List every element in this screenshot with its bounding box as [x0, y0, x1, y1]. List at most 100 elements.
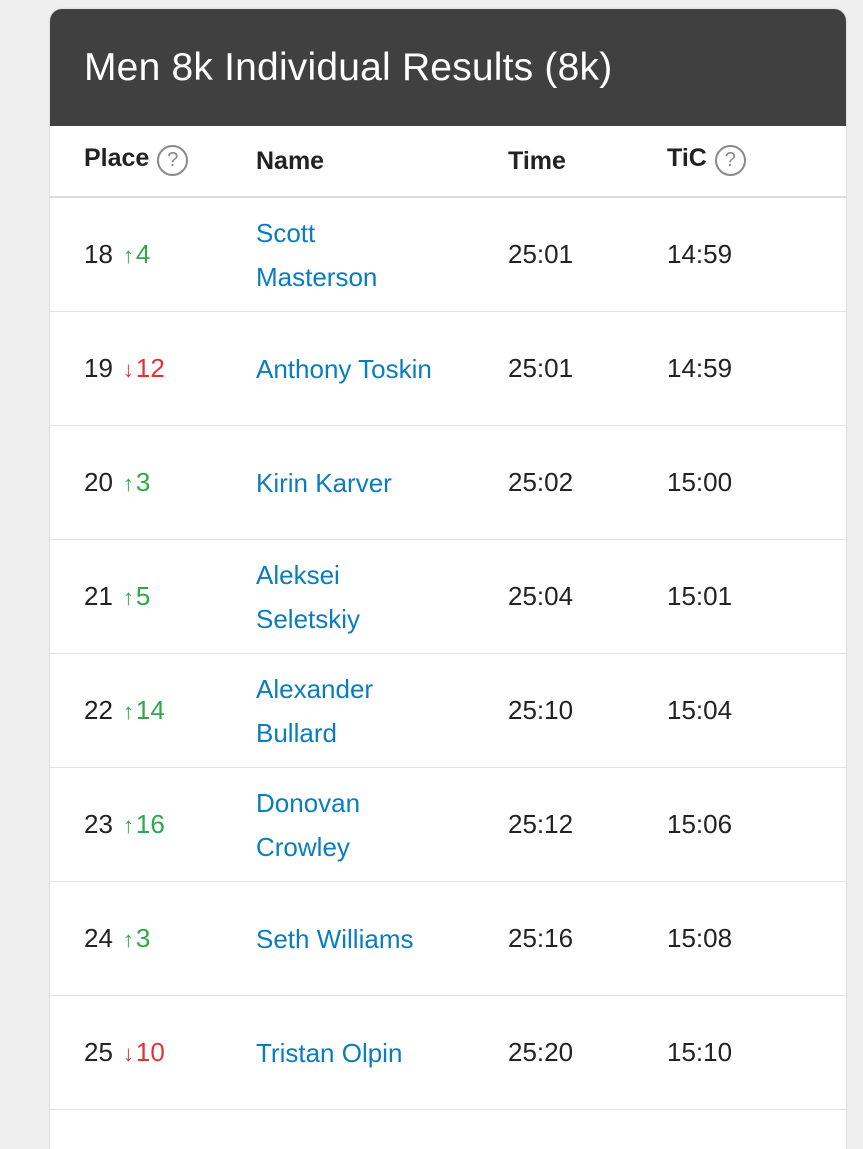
- table-row: 25 ↓10 Tristan Olpin 25:20 15:10: [50, 996, 846, 1110]
- tic-cell: 14:59: [667, 239, 846, 270]
- time-value: 25:20: [508, 1037, 574, 1067]
- place-change: ↓12: [123, 353, 165, 383]
- tic-value: 15:04: [667, 695, 733, 725]
- results-table-body: 18 ↑4 Scott Masterson 25:01 14:59 19 ↓12 A…: [50, 198, 846, 1110]
- runner-name-link[interactable]: Aleksei Seletskiy: [256, 559, 361, 634]
- place-cell: 25 ↓10: [50, 1037, 256, 1068]
- time-cell: 25:01: [508, 239, 667, 270]
- name-cell: Anthony Toskin: [256, 347, 508, 391]
- name-cell: Kirin Karver: [256, 461, 508, 505]
- place-number: 22: [84, 695, 113, 725]
- place-change-value: 16: [135, 809, 165, 839]
- arrow-up-icon: ↑: [122, 813, 134, 838]
- name-cell: Alexander Bullard: [256, 667, 508, 755]
- tic-cell: 15:06: [667, 809, 846, 840]
- place-change: ↑3: [123, 923, 150, 953]
- column-header-place: Place?: [50, 144, 256, 177]
- arrow-down-icon: ↓: [122, 357, 134, 382]
- place-cell: 24 ↑3: [50, 923, 256, 954]
- table-row: 23 ↑16 Donovan Crowley 25:12 15:06: [50, 768, 846, 882]
- arrow-down-icon: ↓: [122, 1041, 134, 1066]
- column-header-tic-label: TiC: [667, 144, 707, 173]
- time-value: 25:01: [508, 239, 574, 269]
- place-number: 21: [84, 581, 113, 611]
- place-change-value: 14: [135, 695, 165, 725]
- runner-name-link[interactable]: Kirin Karver: [256, 467, 392, 498]
- arrow-up-icon: ↑: [122, 243, 134, 268]
- runner-name-link[interactable]: Alexander Bullard: [256, 673, 374, 748]
- tic-cell: 15:10: [667, 1037, 846, 1068]
- arrow-up-icon: ↑: [122, 471, 134, 496]
- place-change-value: 5: [135, 581, 151, 611]
- time-value: 25:02: [508, 467, 574, 497]
- place-change: ↑5: [123, 581, 150, 611]
- results-title: Men 8k Individual Results (8k): [84, 45, 613, 89]
- table-row: 20 ↑3 Kirin Karver 25:02 15:00: [50, 426, 846, 540]
- column-header-place-label: Place: [84, 144, 150, 173]
- place-change-value: 4: [135, 239, 151, 269]
- name-cell: Donovan Crowley: [256, 781, 508, 869]
- runner-name-link[interactable]: Scott Masterson: [256, 217, 378, 292]
- time-cell: 25:12: [508, 809, 667, 840]
- place-change: ↑3: [123, 467, 150, 497]
- place-change-value: 12: [135, 353, 165, 383]
- place-number: 24: [84, 923, 113, 953]
- tic-value: 15:06: [667, 809, 733, 839]
- place-change: ↑4: [123, 239, 150, 269]
- time-cell: 25:04: [508, 581, 667, 612]
- place-number: 23: [84, 809, 113, 839]
- place-number: 20: [84, 467, 113, 497]
- column-header-name: Name: [256, 147, 508, 176]
- tic-cell: 14:59: [667, 353, 846, 384]
- tic-value: 15:10: [667, 1037, 733, 1067]
- place-cell: 19 ↓12: [50, 353, 256, 384]
- name-cell: Seth Williams: [256, 917, 508, 961]
- tic-cell: 15:00: [667, 467, 846, 498]
- table-row: 24 ↑3 Seth Williams 25:16 15:08: [50, 882, 846, 996]
- tic-help-icon[interactable]: ?: [714, 144, 746, 176]
- column-header-time-label: Time: [508, 146, 566, 175]
- name-cell: Aleksei Seletskiy: [256, 553, 508, 641]
- column-header-time: Time: [508, 147, 667, 176]
- place-number: 19: [84, 353, 113, 383]
- results-header: Men 8k Individual Results (8k): [50, 9, 846, 126]
- tic-value: 15:01: [667, 581, 733, 611]
- tic-value: 14:59: [667, 353, 733, 383]
- tic-value: 15:00: [667, 467, 733, 497]
- runner-name-link[interactable]: Donovan Crowley: [256, 787, 361, 862]
- name-cell: Scott Masterson: [256, 211, 508, 299]
- place-change-value: 3: [135, 923, 151, 953]
- place-number: 25: [84, 1037, 113, 1067]
- time-value: 25:01: [508, 353, 574, 383]
- runner-name-link[interactable]: Seth Williams: [256, 923, 414, 954]
- table-header-row: Place? Name Time TiC?: [50, 126, 846, 198]
- tic-value: 14:59: [667, 239, 733, 269]
- place-help-icon[interactable]: ?: [157, 144, 189, 176]
- tic-cell: 15:04: [667, 695, 846, 726]
- place-change: ↑14: [123, 695, 165, 725]
- time-cell: 25:01: [508, 353, 667, 384]
- arrow-up-icon: ↑: [122, 699, 134, 724]
- tic-value: 15:08: [667, 923, 733, 953]
- runner-name-link[interactable]: Anthony Toskin: [256, 353, 432, 384]
- arrow-up-icon: ↑: [122, 927, 134, 952]
- table-row: 21 ↑5 Aleksei Seletskiy 25:04 15:01: [50, 540, 846, 654]
- place-change: ↑16: [123, 809, 165, 839]
- arrow-up-icon: ↑: [122, 585, 134, 610]
- name-cell: Tristan Olpin: [256, 1031, 508, 1075]
- place-change-value: 10: [135, 1037, 165, 1067]
- results-card: Men 8k Individual Results (8k) Place? Na…: [50, 9, 846, 1149]
- place-cell: 18 ↑4: [50, 239, 256, 270]
- place-cell: 20 ↑3: [50, 467, 256, 498]
- time-cell: 25:10: [508, 695, 667, 726]
- place-change: ↓10: [123, 1037, 165, 1067]
- column-header-name-label: Name: [256, 146, 325, 175]
- table-row: 19 ↓12 Anthony Toskin 25:01 14:59: [50, 312, 846, 426]
- time-cell: 25:20: [508, 1037, 667, 1068]
- time-value: 25:04: [508, 581, 574, 611]
- tic-cell: 15:01: [667, 581, 846, 612]
- runner-name-link[interactable]: Tristan Olpin: [256, 1037, 403, 1068]
- place-cell: 23 ↑16: [50, 809, 256, 840]
- place-cell: 21 ↑5: [50, 581, 256, 612]
- time-value: 25:12: [508, 809, 574, 839]
